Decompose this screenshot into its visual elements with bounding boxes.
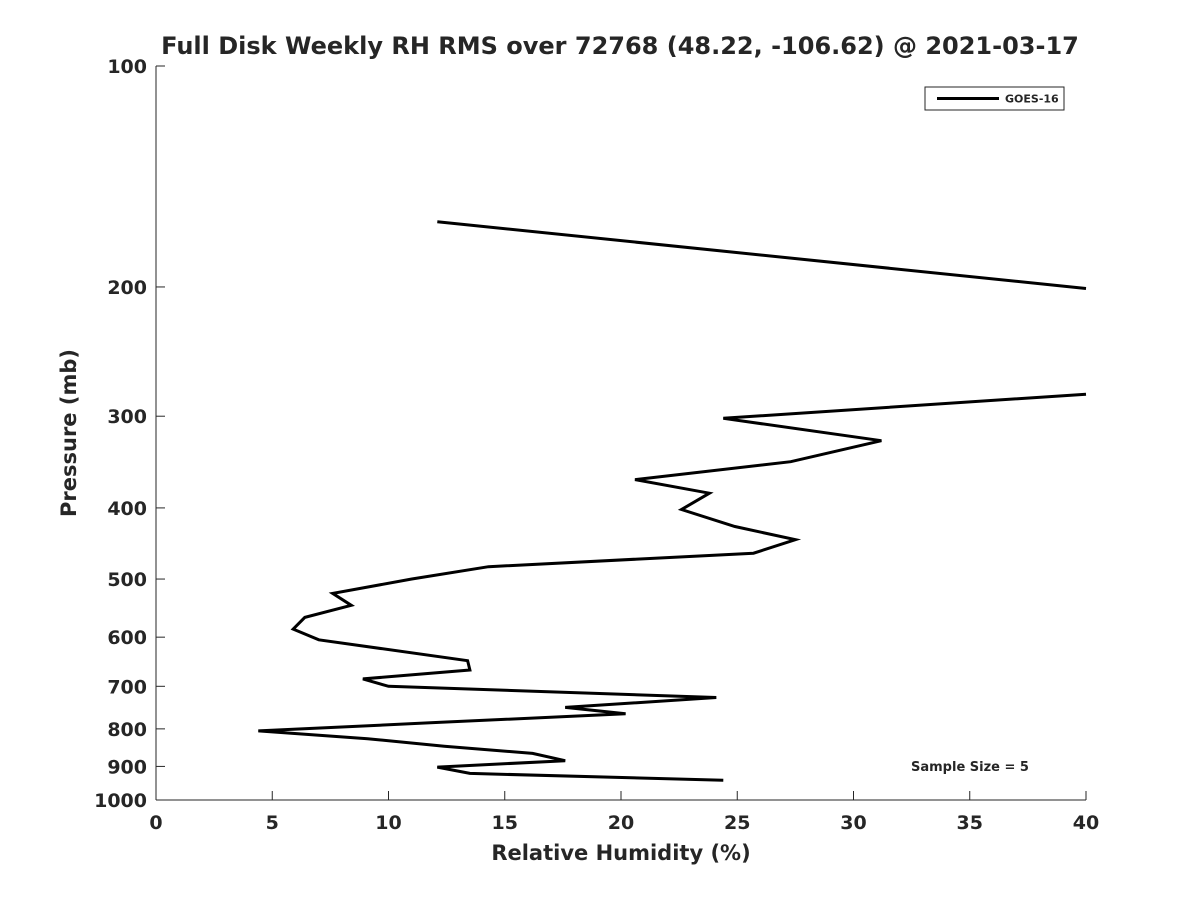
x-tick-label-5: 5	[266, 812, 279, 834]
chart-title: Full Disk Weekly RH RMS over 72768 (48.2…	[161, 32, 1079, 60]
y-axis-label: Pressure (mb)	[57, 349, 81, 517]
y-tick-label-300: 300	[107, 406, 147, 428]
y-tick-label-200: 200	[107, 277, 147, 299]
y-tick-label-700: 700	[107, 676, 147, 698]
y-tick-label-400: 400	[107, 498, 147, 520]
x-tick-label-30: 30	[840, 812, 866, 834]
y-tick-label-100: 100	[107, 56, 147, 78]
x-tick-label-15: 15	[492, 812, 518, 834]
x-tick-label-10: 10	[375, 812, 401, 834]
y-axis-ticks: 100 200 300 400 500 600 700 800 900 1000	[94, 56, 165, 812]
series-line-goes16-segment-1	[437, 220, 1087, 290]
y-tick-label-1000: 1000	[94, 790, 147, 812]
x-tick-label-0: 0	[149, 812, 162, 834]
legend-label-goes16: GOES-16	[1005, 93, 1059, 106]
x-axis-ticks: 0 5 10 15 20 25 30 35 40	[149, 791, 1099, 834]
series-line-goes16-segment-2	[258, 392, 1087, 782]
y-tick-label-800: 800	[107, 719, 147, 741]
y-tick-label-500: 500	[107, 569, 147, 591]
x-tick-label-25: 25	[724, 812, 750, 834]
x-tick-label-35: 35	[957, 812, 983, 834]
y-tick-label-900: 900	[107, 756, 147, 778]
sample-size-annotation: Sample Size = 5	[911, 760, 1029, 775]
x-tick-label-40: 40	[1073, 812, 1099, 834]
x-axis-label: Relative Humidity (%)	[491, 841, 750, 865]
y-tick-label-600: 600	[107, 627, 147, 649]
legend: GOES-16	[924, 86, 1065, 111]
x-tick-label-20: 20	[608, 812, 634, 834]
series-layer	[258, 220, 1087, 782]
